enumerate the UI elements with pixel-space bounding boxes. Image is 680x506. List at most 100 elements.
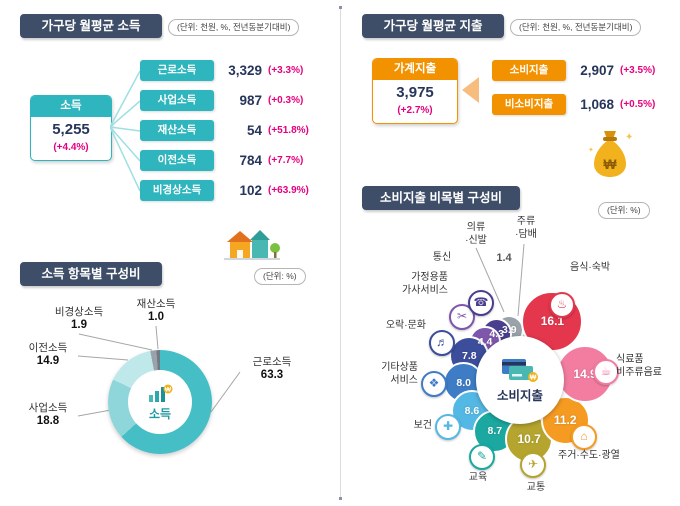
petal-value: 16.1 [540, 314, 565, 329]
expenditure-flower-chart: 16.1 14.9 11.2 10.7 8.7 8.6 8.0 7.8 4.4 4.3 3.9 ₩ … [364, 212, 676, 506]
expenditure-total-value: 3,975 [396, 84, 434, 101]
column-divider [340, 8, 341, 497]
flower-callout-culture: 오락·문화 [385, 320, 426, 331]
houses-icon [224, 230, 280, 260]
expenditure-composition-unit-note: (단위: %) [598, 202, 650, 219]
petal-value: 14.9 [573, 367, 597, 382]
flower-callout-health: 보건 [413, 420, 432, 431]
goods-icon: ❖ [421, 371, 447, 397]
income-item-value: 54 [246, 123, 262, 138]
income-item-row: 사업소득 987 (+0.3%) [140, 90, 303, 111]
income-composition-unit-note: (단위: %) [254, 268, 306, 285]
divider-tick-bottom [339, 497, 342, 500]
expenditure-section-title: 가구당 월평균 지출 [362, 14, 504, 38]
expenditure-center-label: 소비지출 [496, 388, 543, 403]
income-item-label: 재산소득 [140, 120, 214, 141]
income-item-label: 사업소득 [140, 90, 214, 111]
income-total-label: 소득 [31, 96, 111, 117]
expenditure-item-row: 소비지출 2,907 (+3.5%) [492, 60, 655, 81]
income-total-change: (+4.4%) [53, 142, 89, 153]
expenditure-flower-center: ₩ 소비지출 [476, 336, 564, 424]
donut-leader-lines [77, 325, 241, 417]
income-item-row: 근로소득 3,329 (+3.3%) [140, 60, 303, 81]
income-unit-note: (단위: 천원, %, 전년동분기대비) [168, 19, 300, 36]
culture-icon: ♬ [429, 330, 455, 356]
income-item-value: 987 [239, 93, 262, 108]
grocery-icon: ☕ [593, 359, 619, 385]
divider-tick-top [339, 6, 342, 9]
income-item-row: 이전소득 784 (+7.7%) [140, 150, 303, 171]
money-bag-icon: ₩ ✦ ✦ [588, 131, 633, 177]
flower-value-alcohol: 1.4 [496, 252, 512, 264]
income-item-row: 비경상소득 102 (+63.9%) [140, 180, 309, 201]
flower-callout-food: 음식·숙박 [570, 262, 611, 273]
petal-value: 8.7 [487, 425, 503, 438]
income-item-change: (+63.9%) [268, 185, 309, 196]
income-item-value: 102 [239, 183, 262, 198]
income-item-value: 784 [239, 153, 262, 168]
income-item-change: (+3.3%) [268, 65, 304, 76]
expenditure-item-change: (+0.5%) [620, 99, 656, 110]
donut-callout-irregular-income: 비경상소득 1.9 [54, 306, 104, 331]
income-branch-lines [110, 70, 141, 192]
flower-callout-grocery: 식료품 비주류음료 [616, 354, 662, 378]
housing-icon: ⌂ [571, 424, 597, 450]
income-donut-center: ₩ 소득 [128, 370, 192, 434]
transport-icon: ✈ [520, 452, 546, 478]
expenditure-item-label: 비소비지출 [492, 94, 566, 115]
income-section-title: 가구당 월평균 소득 [20, 14, 162, 38]
expenditure-composition-title: 소비지출 비목별 구성비 [362, 186, 520, 210]
flower-leader-lines [475, 243, 525, 317]
expenditure-item-change: (+3.5%) [620, 65, 656, 76]
telecom-icon: ☎ [468, 290, 494, 316]
petal-value: 10.7 [517, 432, 541, 447]
expenditure-item-value: 1,068 [580, 97, 614, 112]
svg-text:✦: ✦ [588, 146, 594, 154]
expenditure-total-box: 가계지출 3,975 (+2.7%) [372, 58, 458, 124]
flower-callout-telecom: 통신 [432, 252, 452, 263]
petal-value: 7.8 [462, 349, 477, 362]
flower-callout-household: 가정용품 가사서비스 [402, 272, 448, 296]
petal-value: 8.6 [464, 404, 480, 417]
income-donut-center-label: 소득 [148, 407, 172, 421]
petal-value: 3.9 [502, 324, 517, 337]
petal-value: 11.2 [553, 413, 577, 428]
income-item-change: (+0.3%) [268, 95, 304, 106]
expenditure-total-label: 가계지출 [373, 59, 457, 80]
health-icon: ✚ [435, 414, 461, 440]
petal-value: 4.4 [477, 335, 493, 348]
svg-text:₩: ₩ [165, 387, 172, 394]
svg-text:✦: ✦ [625, 132, 633, 143]
food-icon: ♨ [549, 292, 575, 318]
income-item-change: (+51.8%) [268, 125, 309, 136]
expenditure-values: 16.1 14.9 11.2 10.7 8.7 8.6 8.0 7.8 4.4 4.3 3.9 [364, 212, 676, 506]
expenditure-arrow [462, 77, 479, 103]
flower-callout-transport: 교통 [526, 482, 546, 493]
donut-callout-transfer-income: 이전소득 14.9 [28, 342, 68, 367]
income-item-value: 3,329 [228, 63, 262, 78]
income-item-label: 근로소득 [140, 60, 214, 81]
flower-callout-housing: 주거·수도·광열 [558, 450, 620, 461]
svg-text:₩: ₩ [603, 156, 617, 172]
income-item-row: 재산소득 54 (+51.8%) [140, 120, 309, 141]
donut-callout-business-income: 사업소득 18.8 [28, 402, 68, 427]
income-donut-chart: ₩ 소득 근로소득 63.3 사업소득 18.8 이전소득 14.9 비경상소득… [18, 292, 322, 498]
income-item-change: (+7.7%) [268, 155, 304, 166]
expenditure-unit-note: (단위: 천원, %, 전년동분기대비) [510, 19, 642, 36]
income-item-label: 이전소득 [140, 150, 214, 171]
svg-text:₩: ₩ [530, 374, 537, 381]
education-icon: ✎ [469, 444, 495, 470]
income-item-label: 비경상소득 [140, 180, 214, 201]
expenditure-item-value: 2,907 [580, 63, 614, 78]
flower-callout-alcohol: 주류 ·담배 [515, 216, 537, 240]
flower-callout-clothing: 의류 ·신발 [465, 222, 487, 246]
flower-callout-education: 교육 [468, 472, 488, 483]
flower-callout-goods: 기타상품 서비스 [381, 362, 418, 386]
petal-value: 4.3 [489, 327, 505, 340]
expenditure-total-change: (+2.7%) [397, 105, 433, 116]
donut-callout-property-income: 재산소득 1.0 [136, 298, 176, 323]
donut-callout-worker-income: 근로소득 63.3 [252, 356, 292, 381]
petal-value: 8.0 [456, 376, 471, 389]
expenditure-item-label: 소비지출 [492, 60, 566, 81]
